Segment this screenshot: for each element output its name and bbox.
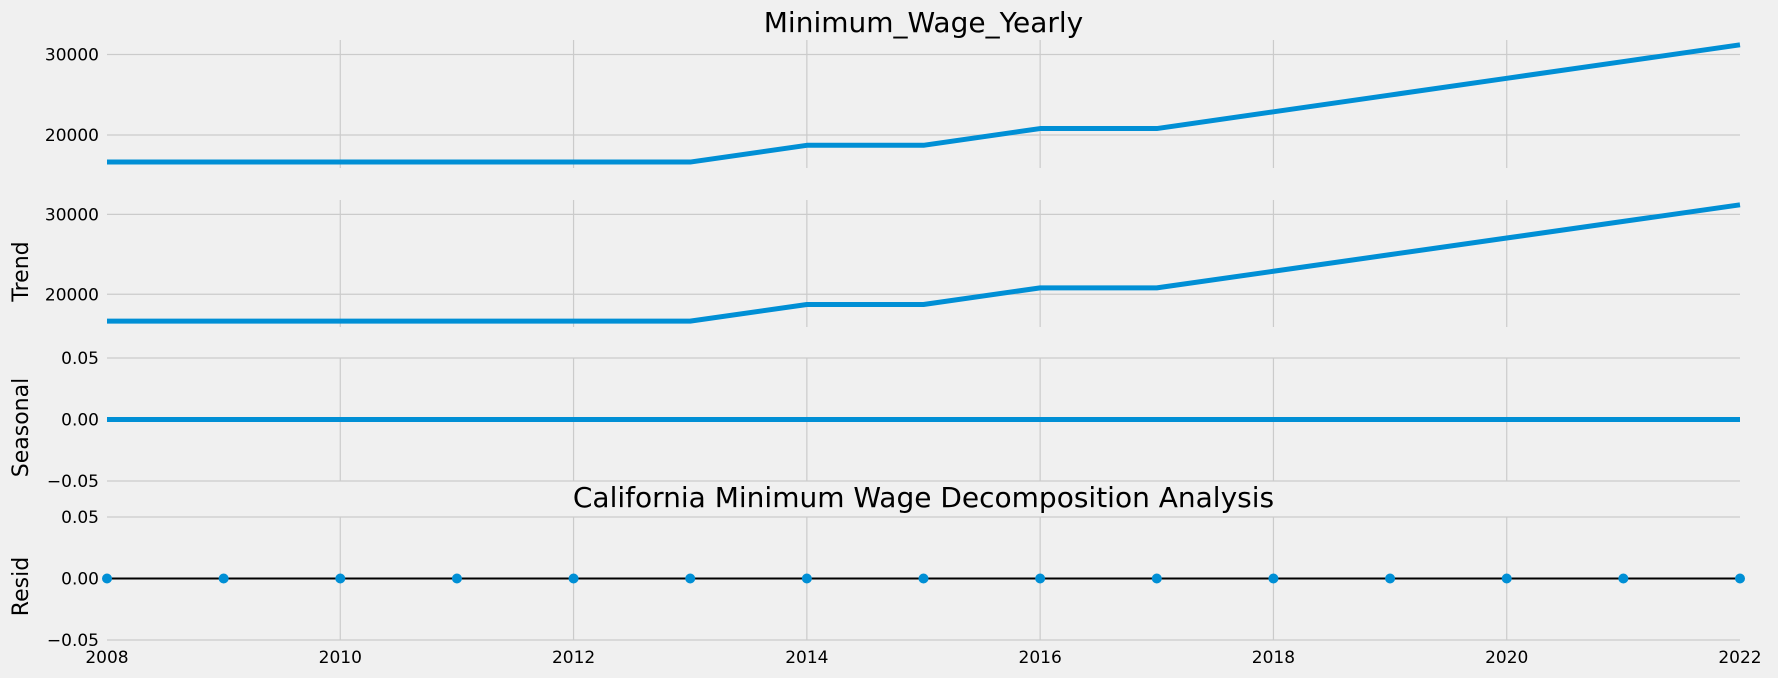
panel-2: 20000 30000 Trend <box>9 200 1741 327</box>
resid-point <box>1268 573 1279 584</box>
panel-title: California Minimum Wage Decomposition An… <box>573 481 1274 514</box>
resid-point <box>335 573 346 584</box>
y-tick-label: 30000 <box>45 205 99 225</box>
series-line <box>107 202 1741 324</box>
resid-point <box>1735 573 1745 584</box>
resid-point <box>1385 573 1396 584</box>
resid-point <box>801 573 812 584</box>
panel-title: Minimum_Wage_Yearly <box>764 6 1083 39</box>
x-tick-label: 2020 <box>1485 648 1528 668</box>
resid-point <box>1151 573 1162 584</box>
resid-point <box>451 573 462 584</box>
y-tick-label: −0.05 <box>47 631 99 651</box>
y-tick-label: 30000 <box>45 45 99 65</box>
x-tick-label: 2018 <box>1252 648 1295 668</box>
y-tick-label: 0.00 <box>61 411 99 431</box>
panel-3: −0.05 0.00 0.05 Seasonal <box>9 349 1740 492</box>
x-tick-label: 2010 <box>319 648 362 668</box>
resid-point <box>1035 573 1046 584</box>
resid-point <box>218 573 229 584</box>
resid-point <box>1618 573 1629 584</box>
y-tick-label: 20000 <box>45 285 99 305</box>
y-axis-label: Seasonal <box>9 378 34 477</box>
x-tick-label: 2016 <box>1019 648 1062 668</box>
resid-point <box>568 573 579 584</box>
x-tick-label: 2008 <box>85 648 128 668</box>
x-tick-label: 2014 <box>785 648 828 668</box>
resid-point <box>685 573 696 584</box>
panel-1: 20000 30000 Minimum_Wage_Yearly <box>45 6 1741 168</box>
y-axis-label: Resid <box>9 557 34 616</box>
x-tick-label: 2012 <box>552 648 595 668</box>
y-tick-label: 20000 <box>45 126 99 146</box>
y-tick-label: 0.05 <box>61 349 99 369</box>
resid-point <box>1501 573 1512 584</box>
y-axis-label: Trend <box>9 241 34 302</box>
series-line <box>107 42 1741 165</box>
y-tick-label: −0.05 <box>47 472 99 492</box>
panel-4: −0.05 0.00 0.05 Resid California Minimum Wag… <box>9 481 1762 668</box>
resid-point <box>918 573 929 584</box>
x-tick-label: 2022 <box>1718 648 1761 668</box>
resid-point <box>102 573 112 584</box>
y-tick-label: 0.05 <box>61 508 99 528</box>
y-tick-label: 0.00 <box>61 570 99 590</box>
